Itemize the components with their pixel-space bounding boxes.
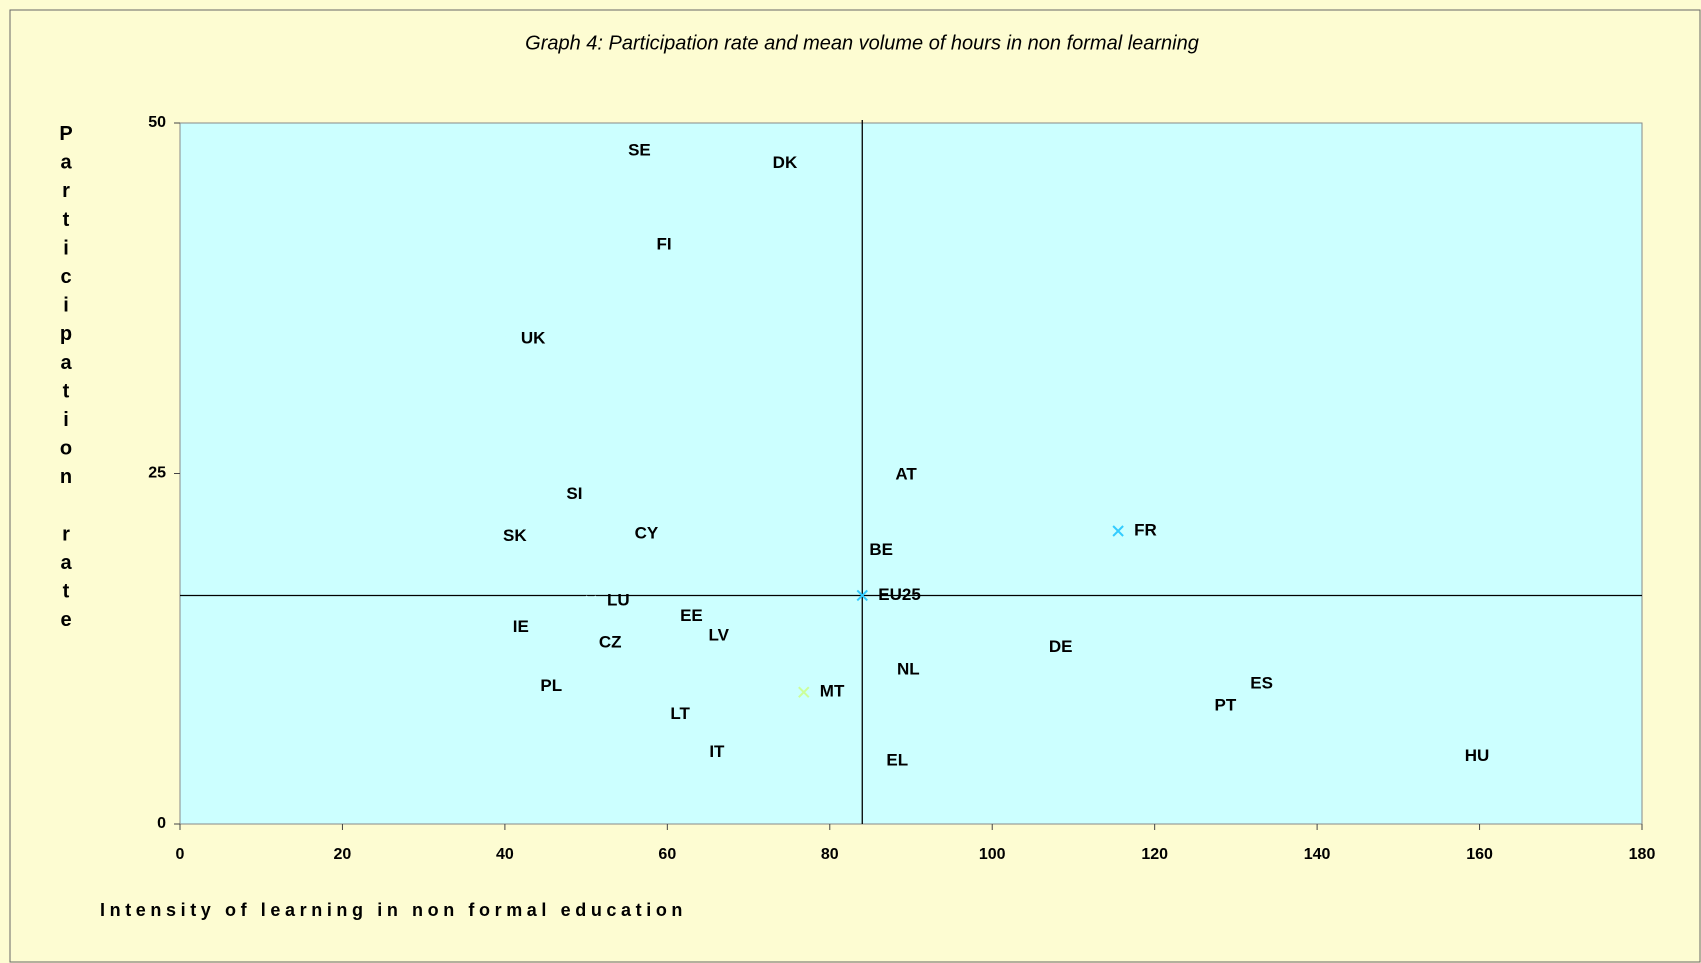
point-label: FR xyxy=(1134,520,1157,539)
point-label: IE xyxy=(513,617,529,636)
point xyxy=(1112,525,1124,537)
point xyxy=(798,686,810,698)
x-tick-label: 60 xyxy=(658,846,676,863)
point-label: IT xyxy=(709,742,725,761)
point xyxy=(518,680,531,693)
point xyxy=(648,708,661,721)
point xyxy=(856,589,868,602)
point-label: AT xyxy=(895,464,917,483)
x-tick-label: 140 xyxy=(1304,846,1331,863)
point-label: EL xyxy=(886,750,908,769)
point-label: DK xyxy=(773,153,798,172)
point xyxy=(750,157,763,170)
chart-title: Graph 4: Participation rate and mean vol… xyxy=(525,32,1199,54)
x-axis-label: Intensity of learning in non formal educ… xyxy=(100,900,687,920)
x-tick-label: 180 xyxy=(1629,846,1656,863)
y-tick-label: 25 xyxy=(148,465,166,482)
point xyxy=(873,469,886,481)
point xyxy=(864,755,877,767)
point-label: PL xyxy=(540,676,562,695)
point xyxy=(1192,700,1205,712)
point xyxy=(585,595,597,607)
point-label: LV xyxy=(709,626,730,645)
point xyxy=(499,333,511,345)
point-label: SI xyxy=(566,484,582,503)
y-tick-label: 50 xyxy=(148,114,166,131)
point-label: EE xyxy=(680,606,703,625)
x-tick-label: 160 xyxy=(1466,846,1493,863)
point-label: NL xyxy=(897,659,920,678)
y-tick-label: 0 xyxy=(157,815,166,832)
point xyxy=(1442,750,1455,763)
point xyxy=(577,637,589,649)
point-label: BE xyxy=(869,540,893,559)
point xyxy=(875,664,887,676)
point-label: CZ xyxy=(599,633,622,652)
point-label: HU xyxy=(1465,746,1490,765)
point-label: SK xyxy=(503,526,527,545)
point-label: UK xyxy=(521,328,546,347)
point xyxy=(612,528,625,540)
point-label: MT xyxy=(820,682,845,701)
x-tick-label: 80 xyxy=(821,846,839,863)
point xyxy=(658,610,670,623)
point xyxy=(634,239,647,251)
point xyxy=(481,530,493,543)
point xyxy=(544,488,557,501)
x-tick-label: 0 xyxy=(176,846,185,863)
point-label: ES xyxy=(1250,673,1273,692)
point-label: EU25 xyxy=(878,585,921,604)
point xyxy=(1228,678,1240,690)
point xyxy=(491,622,503,634)
x-tick-label: 20 xyxy=(334,846,352,863)
point-label: FI xyxy=(657,234,672,253)
point-label: LU xyxy=(607,591,630,610)
point-label: SE xyxy=(628,141,651,160)
point xyxy=(606,145,618,157)
plot-area xyxy=(179,122,1643,825)
point-label: PT xyxy=(1215,696,1237,715)
point-label: DE xyxy=(1049,637,1073,656)
point-label: CY xyxy=(635,523,659,542)
point xyxy=(847,544,860,557)
x-tick-label: 40 xyxy=(496,846,514,863)
point-label: LT xyxy=(670,704,690,723)
point xyxy=(1027,641,1039,654)
x-tick-label: 100 xyxy=(979,846,1006,863)
point xyxy=(686,630,699,642)
point xyxy=(687,746,700,759)
x-tick-label: 120 xyxy=(1141,846,1168,863)
